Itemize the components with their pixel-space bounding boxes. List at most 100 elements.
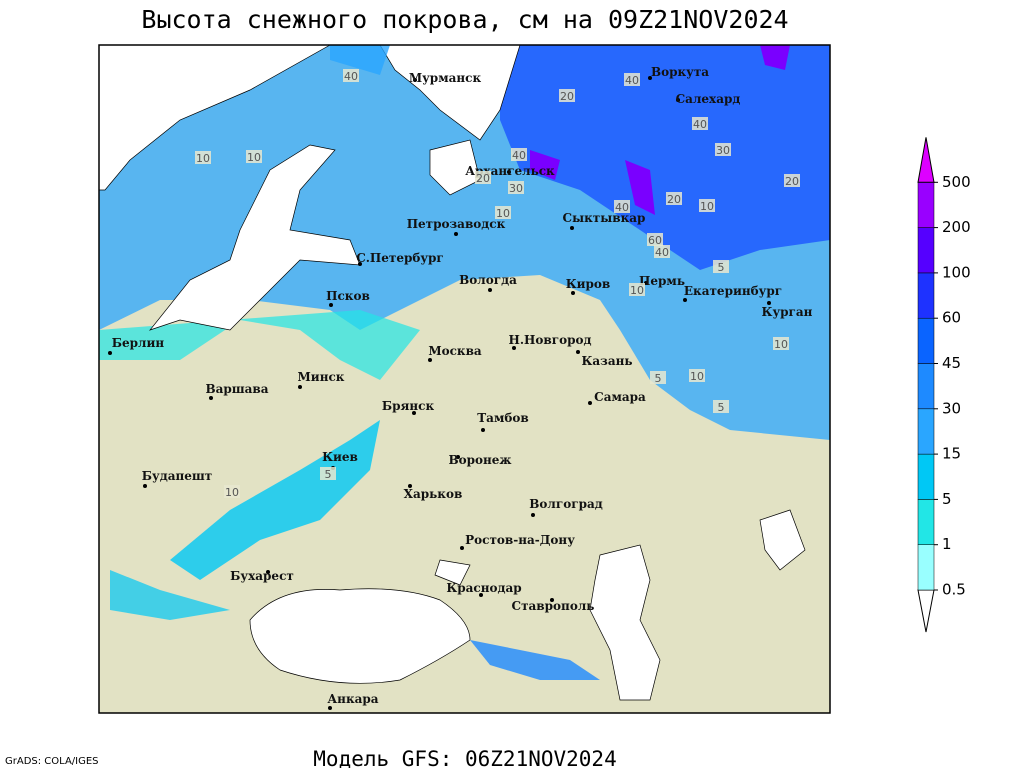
city-dot bbox=[512, 346, 516, 350]
sea bbox=[249, 588, 471, 684]
city-dot bbox=[456, 455, 460, 459]
city-label: Н.Новгород bbox=[509, 333, 592, 347]
city-dot bbox=[550, 598, 554, 602]
snow-zone bbox=[330, 45, 390, 75]
contour-label: 40 bbox=[693, 118, 707, 131]
footer: Модель GFS: 06Z21NOV2024 bbox=[313, 747, 616, 768]
sea bbox=[98, 44, 332, 191]
contour-label-box bbox=[624, 73, 640, 86]
city-label: Киев bbox=[322, 450, 358, 464]
contour-label-box bbox=[689, 369, 705, 382]
contour-label-box bbox=[784, 174, 800, 187]
city-label: Петрозаводск bbox=[407, 217, 506, 231]
contour-label-box bbox=[320, 467, 336, 480]
sea bbox=[379, 44, 521, 196]
contour-label: 30 bbox=[509, 182, 523, 195]
contour-label-box bbox=[713, 260, 729, 273]
city-label: Волгоград bbox=[529, 497, 602, 511]
colorbar-segment bbox=[917, 272, 935, 319]
colorbar-segment bbox=[917, 363, 935, 410]
city-dot bbox=[588, 401, 592, 405]
city-dot bbox=[329, 303, 333, 307]
city-label: Краснодар bbox=[446, 581, 521, 595]
city-dot bbox=[454, 232, 458, 236]
city-dot bbox=[460, 546, 464, 550]
credit: GrADS: COLA/IGES bbox=[5, 756, 99, 767]
colorbar-label: 60 bbox=[942, 309, 961, 327]
city-dot bbox=[328, 706, 332, 710]
city-label: Киров bbox=[566, 277, 611, 291]
city-label: Екатеринбург bbox=[684, 284, 782, 298]
snow-zone bbox=[99, 310, 420, 380]
contour-label: 10 bbox=[700, 200, 714, 213]
contour-label: 5 bbox=[718, 261, 725, 274]
snow-zone bbox=[500, 45, 830, 270]
city-label: Варшава bbox=[205, 382, 268, 396]
contour-label-box bbox=[666, 192, 682, 205]
city-dot bbox=[428, 358, 432, 362]
colorbar-label: 45 bbox=[942, 354, 961, 372]
contour-label-box bbox=[713, 400, 729, 413]
contour-label-box bbox=[246, 150, 262, 163]
city-dot bbox=[108, 351, 112, 355]
contour-label: 20 bbox=[476, 172, 490, 185]
contour-label: 20 bbox=[785, 175, 799, 188]
contour-label-box bbox=[343, 69, 359, 82]
city-dot bbox=[481, 428, 485, 432]
snow-zone bbox=[110, 570, 230, 620]
colorbar-segment bbox=[917, 182, 935, 228]
city-dot bbox=[676, 98, 680, 102]
city-dot bbox=[358, 262, 362, 266]
city-label: Ростов-на-Дону bbox=[465, 533, 575, 547]
contour-label-box bbox=[715, 143, 731, 156]
city-dot bbox=[413, 78, 417, 82]
contour-label: 40 bbox=[655, 246, 669, 259]
snow-zone bbox=[470, 640, 600, 680]
colorbar-label: 1 bbox=[942, 535, 952, 553]
colorbar-under bbox=[917, 589, 935, 633]
colorbar-label: 500 bbox=[942, 173, 971, 191]
contour-label: 40 bbox=[512, 149, 526, 162]
contour-label: 60 bbox=[648, 234, 662, 247]
city-label: Воркута bbox=[651, 65, 709, 79]
colorbar-over bbox=[917, 137, 935, 183]
sea bbox=[759, 509, 806, 571]
contour-label-box bbox=[692, 117, 708, 130]
contour-label-box bbox=[195, 151, 211, 164]
contour-label: 40 bbox=[625, 74, 639, 87]
contour-label-box bbox=[629, 283, 645, 296]
colorbar-segment bbox=[917, 453, 935, 500]
city-label: Вологда bbox=[459, 273, 517, 287]
colorbar-segment bbox=[917, 227, 935, 274]
contour-label: 10 bbox=[196, 152, 210, 165]
city-dot bbox=[209, 396, 213, 400]
sea bbox=[434, 559, 471, 586]
contour-label: 20 bbox=[667, 193, 681, 206]
city-label: Анкара bbox=[327, 692, 378, 706]
city-label: Будапешт bbox=[142, 469, 212, 483]
city-label: Пермь bbox=[639, 274, 685, 288]
city-dot bbox=[266, 570, 270, 574]
city-dot bbox=[683, 298, 687, 302]
contour-label: 10 bbox=[247, 151, 261, 164]
city-dot bbox=[408, 484, 412, 488]
contour-label-box bbox=[699, 199, 715, 212]
city-label: Москва bbox=[428, 344, 482, 358]
city-dot bbox=[767, 301, 771, 305]
city-dot bbox=[479, 593, 483, 597]
city-label: Тамбов bbox=[477, 411, 528, 425]
colorbar-segment bbox=[917, 544, 935, 591]
title: Высота снежного покрова, см на 09Z21NOV2… bbox=[141, 5, 788, 34]
city-dot bbox=[531, 513, 535, 517]
city-dot bbox=[298, 385, 302, 389]
contour-label-box bbox=[773, 337, 789, 350]
map-frame bbox=[98, 44, 831, 714]
city-dot bbox=[143, 484, 147, 488]
colorbar-segment bbox=[917, 408, 935, 455]
city-dot bbox=[488, 288, 492, 292]
city-label: Ставрополь bbox=[512, 599, 595, 613]
city-label: Самара bbox=[594, 390, 646, 404]
colorbar-label: 5 bbox=[942, 490, 952, 508]
